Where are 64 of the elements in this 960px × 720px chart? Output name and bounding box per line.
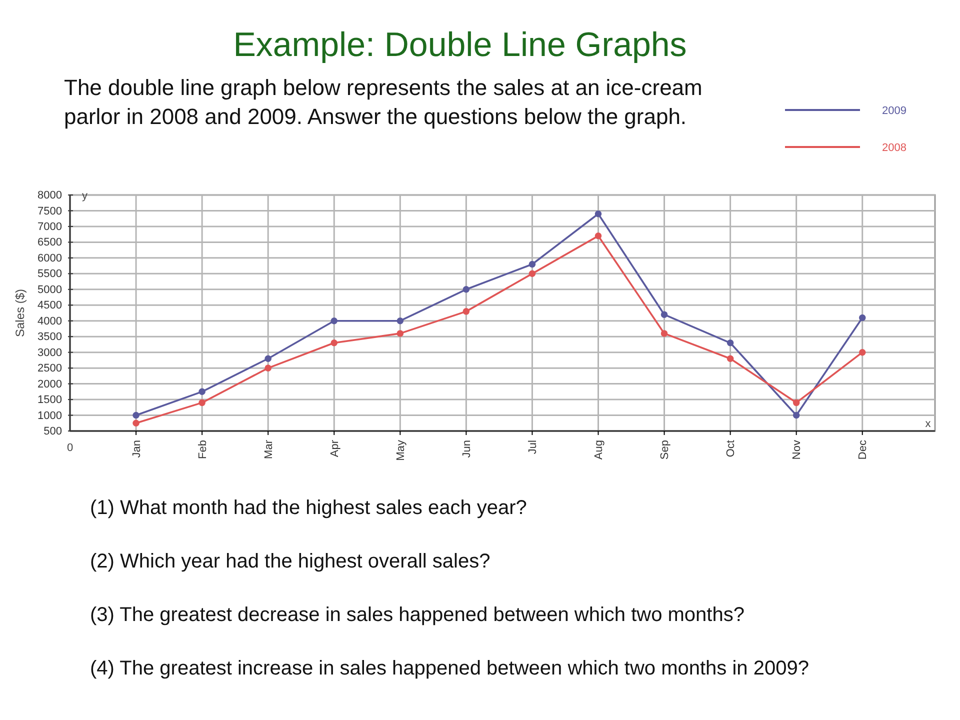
point — [858, 348, 866, 356]
y-tick-label: 5500 — [38, 268, 62, 280]
x-tick-label: Apr — [328, 440, 341, 458]
x-tick-label: Jun — [461, 440, 474, 458]
point — [198, 388, 206, 396]
point — [198, 399, 206, 406]
x-tick-label: Oct — [725, 440, 738, 458]
y-tick-label: 1500 — [38, 394, 62, 406]
text: (2) Which year had the highest overall sales? — [90, 550, 490, 572]
point — [594, 210, 602, 218]
x-tick-label: May — [395, 440, 408, 461]
y-tick-label: 8000 — [38, 190, 62, 202]
x-tick-label: Nov — [791, 440, 804, 460]
y-tick-label: 7500 — [38, 205, 62, 218]
point — [792, 399, 800, 406]
text: 0 — [66, 442, 74, 454]
point — [528, 260, 536, 268]
x-tick-label: Mar — [262, 440, 275, 459]
point — [462, 308, 470, 315]
point — [330, 340, 338, 346]
x-tick-label: Aug — [593, 440, 606, 460]
point — [594, 232, 602, 240]
point — [528, 270, 536, 278]
point — [132, 412, 140, 419]
point — [330, 317, 338, 324]
point — [396, 317, 404, 324]
annotation: y — [82, 190, 88, 202]
point — [264, 364, 272, 372]
y-tick-label: 6000 — [38, 252, 62, 264]
y-tick-label: 2500 — [38, 362, 62, 375]
point — [858, 314, 866, 322]
point — [264, 355, 272, 362]
point — [660, 311, 668, 318]
text: 2008 — [882, 142, 906, 154]
x-tick-label: Jul — [527, 440, 540, 454]
point — [462, 286, 470, 293]
chart-title: Example: Double Line Graphs — [233, 26, 687, 64]
x-axis-title: x — [925, 418, 932, 430]
point — [726, 355, 734, 362]
y-axis-title: Sales ($) — [13, 288, 27, 338]
point — [660, 330, 668, 337]
y-tick-label: 5000 — [38, 284, 62, 296]
y-tick-label: 3000 — [38, 346, 62, 359]
x-tick-label: Sep — [659, 440, 672, 460]
y-tick-label: 7000 — [38, 220, 62, 233]
text: (1) What month had the highest sales each year? — [90, 497, 527, 519]
x-tick-label: Jan — [130, 440, 143, 458]
text: (3) The greatest decrease in sales happened between which two months? — [90, 604, 744, 626]
y-tick-label: 500 — [44, 426, 62, 438]
point — [726, 340, 734, 346]
y-tick-label: 4000 — [38, 315, 62, 328]
point — [396, 330, 404, 337]
y-tick-label: 2000 — [38, 378, 62, 390]
chart-subtitle: The double line graph below represents the sales at an ice-cream parlor in 2008 and 2009. Answer the questions below the graph. — [64, 75, 702, 129]
x-tick-label: Feb — [196, 440, 209, 459]
text: 2009 — [882, 105, 906, 117]
y-tick-label: 4500 — [38, 300, 62, 312]
y-tick-label: 6500 — [38, 236, 62, 249]
y-tick-label: 1000 — [38, 410, 62, 422]
point — [792, 412, 800, 419]
x-tick-label: Dec — [857, 440, 870, 460]
y-tick-label: 3500 — [38, 331, 62, 344]
point — [132, 420, 140, 427]
text: (4) The greatest increase in sales happened between which two months in 2009? — [90, 658, 809, 680]
